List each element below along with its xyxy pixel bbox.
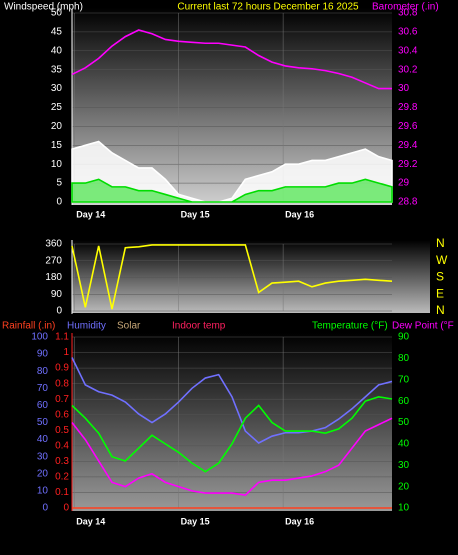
- y2-tick-label: 29.4: [398, 140, 418, 151]
- series-line: [71, 244, 393, 310]
- y2-tick-label: 80: [37, 366, 49, 377]
- y-tick-label: 0.7: [55, 394, 69, 405]
- legend-entry: Dew Point (°F: [392, 321, 454, 332]
- y-tick-label: 90: [51, 289, 63, 300]
- y2-tick-label: 28.8: [398, 197, 418, 208]
- y-tick-label: 1.1: [55, 332, 69, 343]
- y-tick-label: 5: [56, 178, 62, 189]
- y2-tick-label: S: [436, 270, 444, 284]
- legend-entry: Rainfall (.in): [2, 321, 55, 332]
- y3-tick-label: 80: [398, 353, 410, 364]
- series-line: [71, 417, 393, 497]
- y2-tick-label: 30.6: [398, 27, 418, 38]
- plot-bg: [72, 240, 430, 313]
- y-tick-label: 1: [63, 347, 69, 358]
- x-tick-label: Day 16: [285, 516, 314, 526]
- y2-tick-label: 30: [37, 451, 49, 462]
- y2-axis-title: Barometer (.in): [372, 2, 439, 13]
- y2-tick-label: 50: [37, 417, 49, 428]
- y2-tick-label: 30: [398, 83, 410, 94]
- y-tick-label: 0.9: [55, 363, 69, 374]
- y-tick-label: 180: [45, 272, 62, 283]
- y3-tick-label: 20: [398, 481, 410, 492]
- x-tick-label: Day 16: [285, 209, 314, 219]
- legend-entry: Indoor temp: [172, 321, 226, 332]
- y2-tick-label: 40: [37, 434, 49, 445]
- legend-entry: Solar: [117, 321, 141, 332]
- y-tick-label: 0: [56, 197, 62, 208]
- y2-tick-label: 70: [37, 383, 49, 394]
- y2-tick-label: 60: [37, 400, 49, 411]
- y-tick-label: 270: [45, 255, 62, 266]
- y2-tick-label: N: [436, 236, 445, 250]
- y-tick-label: 20: [51, 121, 63, 132]
- y-tick-label: 0.2: [55, 472, 69, 483]
- y-tick-label: 0.4: [55, 440, 69, 451]
- y3-tick-label: 30: [398, 460, 410, 471]
- y2-tick-label: 0: [42, 503, 48, 514]
- series-line: [71, 357, 393, 444]
- y2-tick-label: 29.2: [398, 159, 418, 170]
- y2-tick-label: W: [436, 253, 448, 267]
- y2-tick-label: 90: [37, 349, 49, 360]
- y3-tick-label: 70: [398, 374, 410, 385]
- plot-bg: [72, 333, 392, 511]
- y-tick-label: 0: [63, 503, 69, 514]
- y-tick-label: 50: [51, 8, 63, 19]
- legend-entry: Humidity: [67, 321, 106, 332]
- x-tick-label: Day 14: [76, 516, 105, 526]
- y2-tick-label: 29: [398, 178, 410, 189]
- y-axis-title: Windspeed (mph): [4, 2, 83, 13]
- y-tick-label: 40: [51, 45, 63, 56]
- y2-tick-label: 30.2: [398, 64, 418, 75]
- x-tick-label: Day 14: [76, 209, 105, 219]
- y-tick-label: 30: [51, 83, 63, 94]
- series-line: [71, 29, 392, 90]
- y-tick-label: 0.8: [55, 378, 69, 389]
- y-tick-label: 0.6: [55, 409, 69, 420]
- y-tick-label: 0.5: [55, 425, 69, 436]
- legend-entry: Temperature (°F): [312, 321, 388, 332]
- y2-tick-label: N: [436, 303, 445, 317]
- y-tick-label: 25: [51, 102, 63, 113]
- y3-tick-label: 90: [398, 332, 410, 343]
- y2-tick-label: 10: [37, 486, 49, 497]
- y2-tick-label: 29.6: [398, 121, 418, 132]
- y-tick-label: 0.1: [55, 487, 69, 498]
- y-tick-label: 15: [51, 140, 63, 151]
- y-tick-label: 45: [51, 27, 63, 38]
- y3-tick-label: 60: [398, 396, 410, 407]
- y-tick-label: 0: [56, 306, 62, 317]
- y2-tick-label: E: [436, 286, 444, 300]
- y-tick-label: 0.3: [55, 456, 69, 467]
- y-tick-label: 10: [51, 159, 63, 170]
- y2-tick-label: 29.8: [398, 102, 418, 113]
- y3-tick-label: 50: [398, 417, 410, 428]
- x-tick-label: Day 15: [181, 516, 210, 526]
- series-line: [71, 178, 393, 203]
- y3-tick-label: 40: [398, 439, 410, 450]
- chart-title: Current last 72 hours December 16 2025: [177, 2, 359, 13]
- y2-tick-label: 20: [37, 468, 49, 479]
- y-tick-label: 35: [51, 64, 63, 75]
- y2-tick-label: 30.4: [398, 45, 418, 56]
- y2-tick-label: 30.8: [398, 8, 418, 19]
- y-tick-label: 360: [45, 239, 62, 250]
- y3-tick-label: 10: [398, 503, 410, 514]
- series-line: [71, 396, 393, 473]
- x-tick-label: Day 15: [181, 209, 210, 219]
- y2-tick-label: 100: [31, 332, 48, 343]
